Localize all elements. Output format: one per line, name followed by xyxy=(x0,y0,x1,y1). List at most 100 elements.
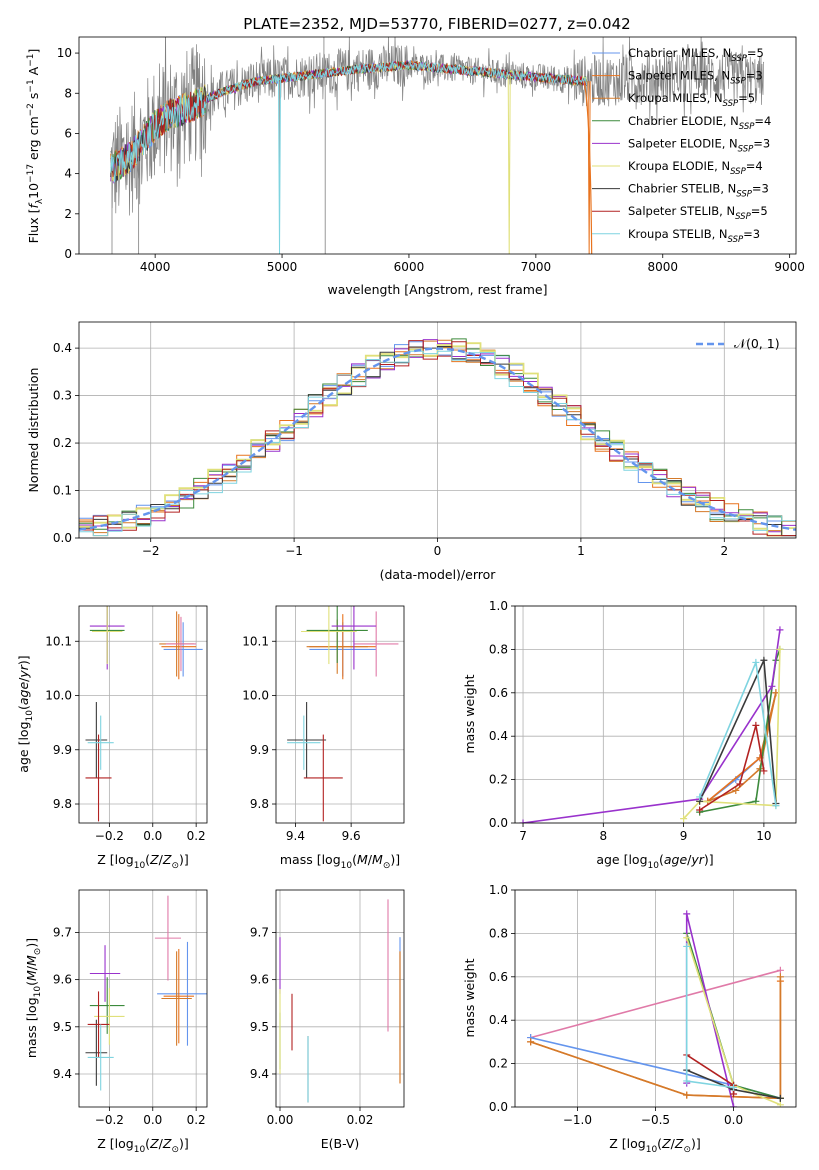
mass_vs_EBV-axes: 0.00 0.02 9.4 9.5 9.6 9.7 xyxy=(250,890,404,1127)
legend-text: Chabrier ELODIE, N xyxy=(628,114,739,128)
y-tick-label: 6 xyxy=(64,126,72,140)
x-tick-label: 5000 xyxy=(267,260,298,274)
y-tick-label: 2 xyxy=(64,207,72,221)
legend-text: Kroupa MILES, N xyxy=(628,91,723,105)
axis-label-part: Flux [ xyxy=(26,209,41,244)
x-tick-label: 0.0 xyxy=(143,829,162,843)
y-tick-label: 9.5 xyxy=(53,1020,72,1034)
error-bar-point xyxy=(161,951,192,1046)
axis-label-part: ( xyxy=(659,852,664,867)
mass-weight-marker xyxy=(732,786,740,794)
error-bar-point xyxy=(306,606,368,663)
axis-label-part: ( xyxy=(24,981,39,986)
model-dip-line xyxy=(277,78,282,254)
y-tick-label: 0.0 xyxy=(489,816,508,830)
axis-label-part: Z xyxy=(674,1136,684,1151)
mass-weight-line xyxy=(683,649,781,820)
x-tick-label: 0.2 xyxy=(187,1113,206,1127)
mass-weight-line xyxy=(530,969,781,1039)
mass-weight-line xyxy=(699,725,765,811)
x-axis-label: Z [log10(Z/Z⊙)] xyxy=(609,1136,701,1155)
plot-background xyxy=(79,606,207,823)
error-bar-point xyxy=(163,948,194,1044)
axis-label-part: / xyxy=(159,852,164,867)
x-tick-label: −1 xyxy=(285,544,303,558)
mass_vs_Z-axes: −0.2 0.0 0.2 9.4 9.5 9.6 9.7 xyxy=(53,890,207,1127)
mass-weight-marker xyxy=(680,815,688,823)
mass-weight-line xyxy=(522,629,781,823)
x-tick-label: 8 xyxy=(599,829,607,843)
mass-weight-marker xyxy=(683,1077,691,1085)
y-tick-label: 0.4 xyxy=(53,341,72,355)
legend-text: Chabrier MILES, N xyxy=(628,46,731,60)
axis-label-part: Z xyxy=(149,852,159,867)
mass-weight-marker xyxy=(519,819,527,823)
mass-weight-marker xyxy=(768,682,776,690)
plot-background xyxy=(276,606,404,823)
legend-subscript: SSP xyxy=(728,235,744,245)
age_vs_mass-axes: 9.4 9.6 9.8 9.9 10.0 10.1 xyxy=(242,606,404,843)
y-tick-label: 0.0 xyxy=(489,1100,508,1114)
axis-label-part: f xyxy=(26,203,41,209)
axis-label-part: )] xyxy=(24,938,39,948)
residual-histogram-series xyxy=(79,350,796,537)
y-tick-label: 9.8 xyxy=(53,797,72,811)
mass-weight-marker xyxy=(683,934,691,942)
axis-label-part: mass [log xyxy=(24,997,39,1058)
x-axis-label: Z [log10(Z/Z⊙)] xyxy=(97,1136,189,1155)
axis-label-part: / xyxy=(24,965,39,970)
legend-entry: Kroupa STELIB, NSSP=3 xyxy=(628,227,760,245)
error-bar-point xyxy=(287,702,327,778)
x-tick-label: 0.2 xyxy=(187,829,206,843)
mass_vs_Z-frame xyxy=(78,889,208,1108)
axis-label-part: ⊙ xyxy=(683,1145,691,1155)
x-tick-label: 0.00 xyxy=(267,1113,294,1127)
x-tick-label: 9.6 xyxy=(342,829,361,843)
y-tick-label: 10.1 xyxy=(45,634,72,648)
axis-label-part: ( xyxy=(145,1136,150,1151)
legend-entry: Chabrier STELIB, NSSP=3 xyxy=(628,182,769,200)
x-tick-label: 7 xyxy=(519,829,527,843)
error-bar-point xyxy=(353,611,399,677)
spectrum-frame xyxy=(78,36,797,255)
axis-label-part: ( xyxy=(352,852,357,867)
mass-weight-marker xyxy=(730,1103,738,1107)
axis-label-part: yr xyxy=(690,852,704,867)
error-bar-point xyxy=(165,616,197,672)
y-tick-label: 0.8 xyxy=(489,642,508,656)
normal-legend-label: 𝒩(0, 1) xyxy=(734,336,780,351)
legend-text: =3 xyxy=(746,69,763,83)
legend-subscript: SSP xyxy=(723,99,739,109)
x-tick-label: −0.2 xyxy=(95,829,124,843)
axis-label-part: Z xyxy=(661,1136,671,1151)
error-bar-point xyxy=(89,945,121,1002)
y-tick-label: 9.7 xyxy=(250,925,269,939)
axis-label-part: )] xyxy=(390,852,400,867)
mass-weight-marker xyxy=(776,645,784,653)
legend-subscript: SSP xyxy=(731,54,747,64)
y-axis-label: mass [log10(M/M⊙)] xyxy=(24,938,43,1058)
mass-weight-marker xyxy=(776,973,784,981)
mass-weight-marker xyxy=(752,721,760,729)
legend-subscript: SSP xyxy=(730,77,746,87)
mass-weight-marker xyxy=(736,780,744,788)
y-tick-label: 0.4 xyxy=(489,1013,508,1027)
error-bar-point xyxy=(287,715,321,770)
axis-label-part: 10 xyxy=(134,1145,146,1155)
y-tick-label: 0.2 xyxy=(53,436,72,450)
model-dip-line xyxy=(507,74,511,254)
legend-text: =5 xyxy=(747,46,764,60)
axis-label-part: 10 xyxy=(646,1145,658,1155)
legend-entry: Salpeter MILES, NSSP=3 xyxy=(628,69,763,87)
axis-label-part: ⊙ xyxy=(383,861,391,871)
axis-label-part: M xyxy=(24,970,39,981)
axis-label-part: / xyxy=(368,852,373,867)
mass-weight-marker xyxy=(752,797,760,805)
error-bar-point xyxy=(301,606,357,665)
x-tick-label: −0.5 xyxy=(641,1113,670,1127)
age_vs_Z-frame xyxy=(78,605,208,824)
x-axis-label: Z [log10(Z/Z⊙)] xyxy=(97,852,189,871)
residuals-axes: −2 −1 0 1 2 0.0 0.1 0.2 0.3 0.4 xyxy=(53,322,796,558)
legend-entry: Salpeter ELODIE, NSSP=3 xyxy=(628,136,770,154)
axis-label-part: −1 xyxy=(26,79,36,92)
